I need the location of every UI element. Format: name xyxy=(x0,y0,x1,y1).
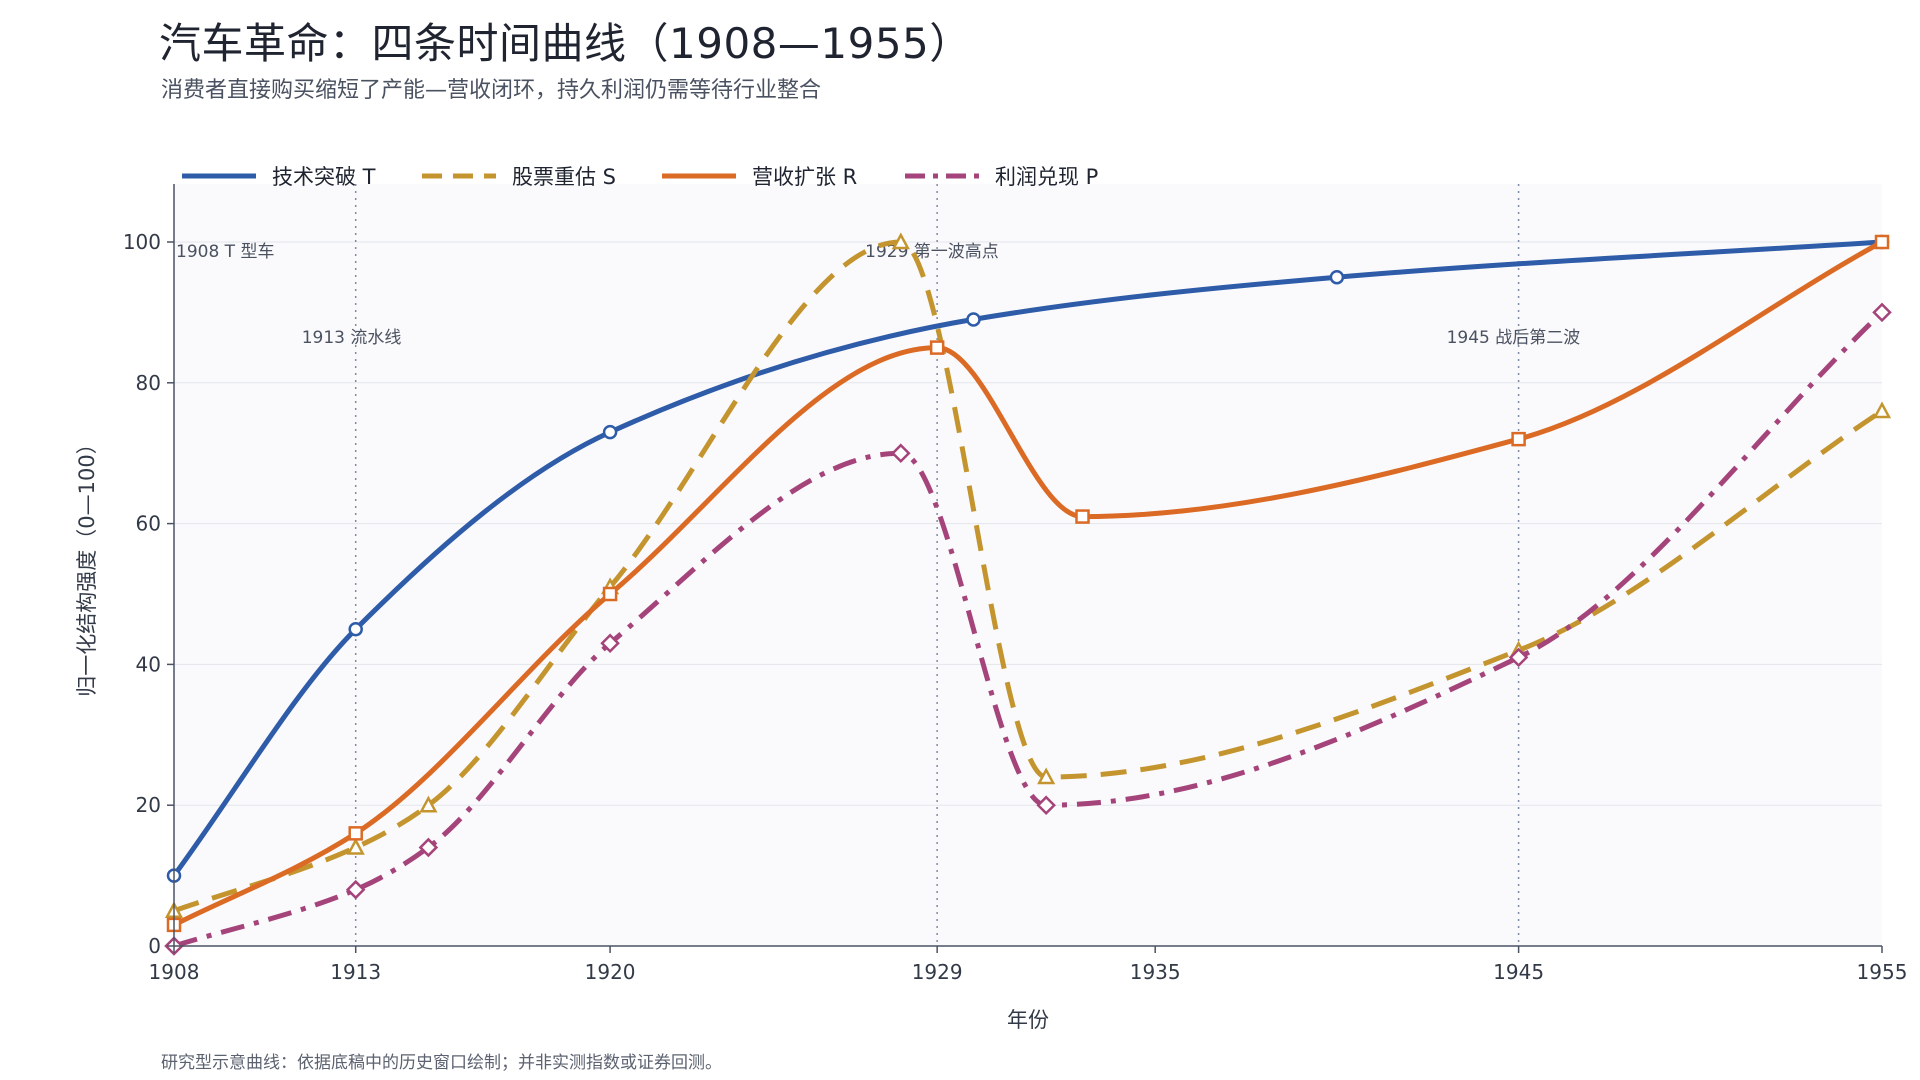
annotation-1: 1913 流水线 xyxy=(302,328,402,348)
series-2-point-2 xyxy=(602,586,618,602)
series-group xyxy=(164,232,1892,956)
y-axis-ticks: 0 20 40 60 80 100 xyxy=(123,230,174,958)
series-2-point-3 xyxy=(929,340,945,355)
series-line-2 xyxy=(172,239,1884,928)
x-axis-ticks: 1908 1913 1920 1929 1935 1945 1955 xyxy=(149,946,1908,984)
series-0-point-2 xyxy=(602,424,618,440)
plot-background xyxy=(174,184,1882,946)
y-tick-label-2: 40 xyxy=(136,652,161,676)
legend-label-3: 利润兑现 P xyxy=(995,165,1098,189)
series-0 xyxy=(166,234,1890,883)
series-3-point-7 xyxy=(1872,302,1892,323)
x-axis-title: 年份 xyxy=(1007,1008,1049,1032)
series-3-point-2 xyxy=(418,837,439,858)
legend: 技术突破 T 股票重估 S 营收扩张 R 利润兑现 P xyxy=(182,165,1098,189)
chart-subtitle: 消费者直接购买缩短了产能—营收闭环，持久利润仍需等待行业整合 xyxy=(161,78,822,103)
series-1-point-4 xyxy=(891,232,910,250)
x-tick-label-1: 1913 xyxy=(330,960,381,984)
series-line-0 xyxy=(171,239,1883,878)
y-tick-label-0: 0 xyxy=(148,934,161,958)
y-tick-label-4: 80 xyxy=(136,371,161,395)
x-tick-label-0: 1908 xyxy=(149,960,200,984)
legend-label-0: 技术突破 T xyxy=(272,165,376,189)
series-3-point-6 xyxy=(1508,647,1529,668)
series-2-point-4 xyxy=(1075,509,1090,524)
y-tick-label-1: 20 xyxy=(136,793,161,817)
series-3-point-5 xyxy=(1036,795,1056,815)
grid-lines xyxy=(174,241,1882,806)
annotation-0: 1908 T 型车 xyxy=(176,242,274,262)
y-tick-label-3: 60 xyxy=(136,512,161,536)
series-1-point-2 xyxy=(419,795,438,813)
event-lines xyxy=(354,184,1520,946)
series-1-point-7 xyxy=(1872,401,1892,419)
series-0-point-1 xyxy=(348,621,363,637)
legend-label-2: 营收扩张 R xyxy=(752,165,857,189)
series-0-point-3 xyxy=(966,312,981,327)
series-2-point-1 xyxy=(348,826,363,841)
y-tick-label-5: 100 xyxy=(123,230,161,254)
series-0-point-4 xyxy=(1329,269,1345,285)
x-tick-label-2: 1920 xyxy=(585,960,636,984)
x-tick-label-5: 1945 xyxy=(1493,960,1544,984)
series-1-point-5 xyxy=(1037,767,1056,785)
axes xyxy=(173,184,1882,947)
series-3-point-3 xyxy=(600,633,620,654)
legend-label-1: 股票重估 S xyxy=(512,165,616,189)
series-3-point-4 xyxy=(891,443,911,463)
x-tick-label-3: 1929 xyxy=(912,960,963,984)
series-2 xyxy=(166,234,1890,933)
series-1-point-1 xyxy=(346,837,365,855)
y-axis-title: 归一化结构强度（0—100） xyxy=(75,433,99,696)
x-tick-label-6: 1955 xyxy=(1857,960,1908,984)
series-2-point-6 xyxy=(1874,234,1890,250)
series-2-point-5 xyxy=(1511,431,1526,447)
chart-title: 汽车革命：四条时间曲线（1908—1955） xyxy=(159,19,972,68)
x-tick-label-4: 1935 xyxy=(1130,960,1181,984)
series-line-3 xyxy=(173,310,1884,949)
series-3-point-1 xyxy=(345,879,366,900)
annotation-3: 1945 战后第二波 xyxy=(1447,328,1581,348)
footnote: 研究型示意曲线：依据底稿中的历史窗口绘制；并非实测指数或证券回测。 xyxy=(161,1053,722,1073)
series-line-1 xyxy=(173,239,1884,914)
